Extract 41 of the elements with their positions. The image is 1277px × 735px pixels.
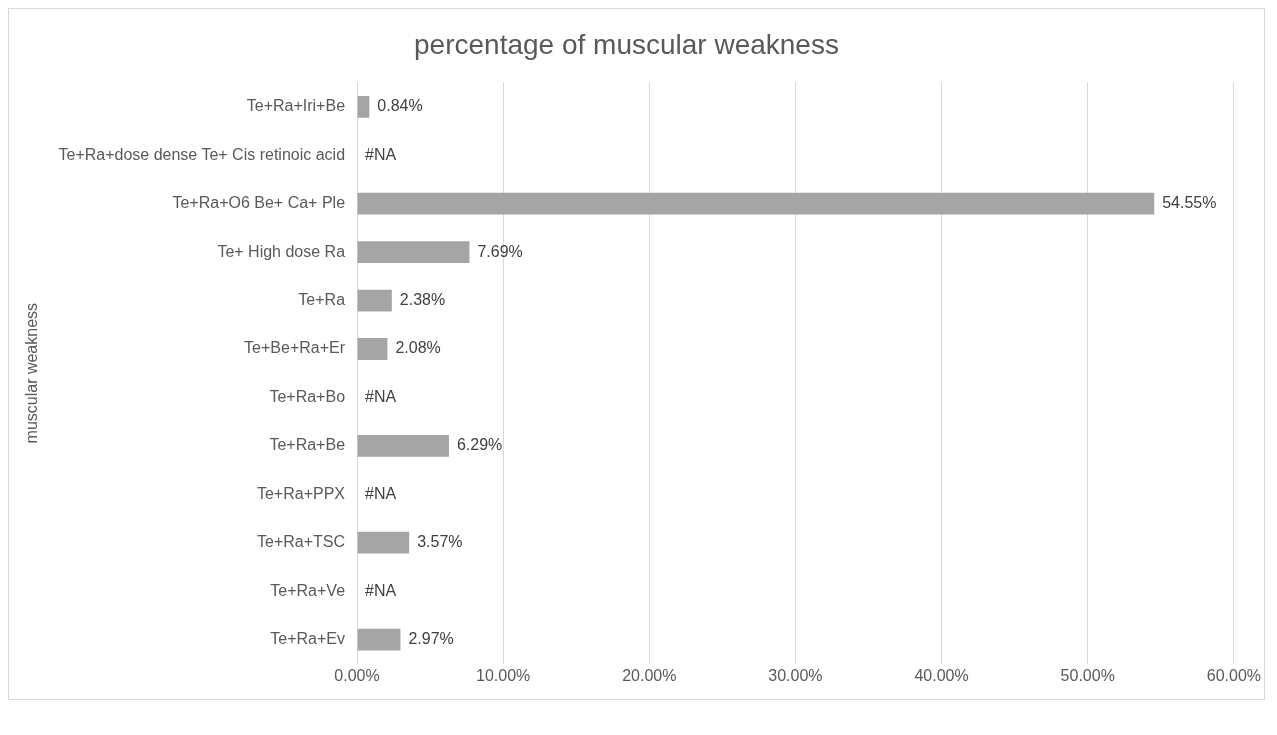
data-label: 6.29% [456,436,503,454]
y-tick-label: Te+ High dose Ra [217,242,346,260]
y-tick-label: Te+Ra+Iri+Be [246,97,346,115]
y-tick-label: Te+Ra+Bo [269,387,346,405]
x-tick-label: 10.00% [476,666,531,684]
chart-title: percentage of muscular weakness [414,28,839,60]
bar [357,95,370,118]
bar [357,338,388,360]
y-tick-label: Te+Ra+Be [269,436,346,454]
bar [357,628,401,651]
y-tick-label: Te+Ra+dose dense Te+ Cis retinoic acid [58,145,346,163]
data-label: 3.57% [417,533,463,551]
x-tick-label: 60.00% [1206,666,1261,684]
data-label: 7.69% [477,242,523,260]
text: #NA [365,484,397,502]
bar [357,192,1155,215]
data-label: 2.08% [395,339,441,357]
y-tick-label: Te+Ra+TSC [256,533,346,551]
y-tick-label: Te+Ra+Ve [270,581,346,599]
text: #NA [365,581,397,599]
bar [357,289,392,312]
bar [357,531,410,554]
x-tick-label: 40.00% [914,666,969,684]
x-tick-label: 0.00% [334,666,380,684]
bar [357,434,449,457]
x-tick-label: 20.00% [622,666,677,684]
y-axis-title: muscular weakness [23,302,41,444]
bar [357,241,470,264]
x-tick-label: 50.00% [1060,666,1115,684]
data-label: 0.84% [377,97,423,115]
text: #NA [365,145,397,163]
data-label: 54.55% [1162,194,1217,212]
y-tick-label: Te+Ra+Ev [270,629,346,647]
data-label: 2.97% [408,629,454,647]
y-tick-label: Te+Ra+PPX [256,484,346,502]
y-tick-label: Te+Ra [298,290,346,308]
data-label: 2.38% [399,290,446,308]
text: #NA [365,387,397,405]
x-tick-label: 30.00% [768,666,823,684]
y-tick-label: Te+Be+Ra+Er [244,339,346,357]
y-tick-label: Te+Ra+O6 Be+ Ca+ Ple [172,194,346,212]
